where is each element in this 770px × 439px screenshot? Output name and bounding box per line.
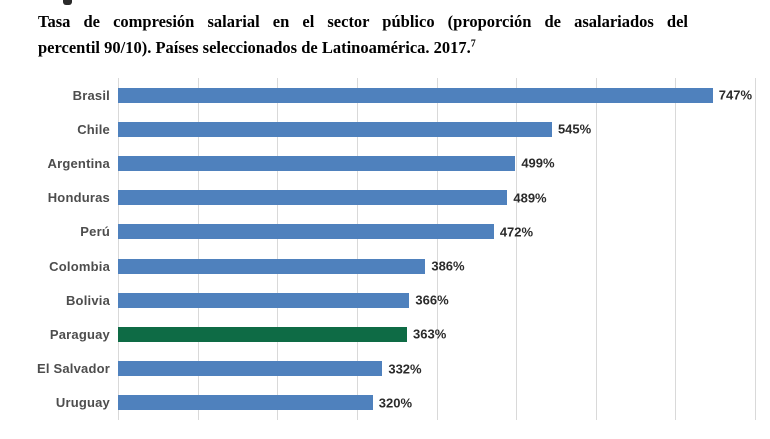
bar bbox=[118, 224, 494, 240]
gridlines bbox=[118, 78, 756, 420]
bar bbox=[118, 190, 508, 206]
bar-row: Bolivia 366% bbox=[0, 283, 770, 317]
bar-row: Brasil 747% bbox=[0, 78, 770, 112]
value-label: 545% bbox=[557, 121, 592, 137]
value-label: 472% bbox=[499, 224, 534, 240]
bar-row: Uruguay 320% bbox=[0, 386, 770, 420]
value-label: 363% bbox=[413, 326, 447, 342]
category-label: Honduras bbox=[47, 190, 110, 206]
bar bbox=[118, 326, 408, 342]
bar-row: Paraguay 363% bbox=[0, 317, 770, 351]
value-label: 320% bbox=[378, 395, 413, 411]
bar bbox=[118, 292, 410, 308]
bar-track: 472% bbox=[118, 215, 755, 249]
bar-row: Argentina 499% bbox=[0, 146, 770, 180]
category-label: El Salvador bbox=[36, 361, 110, 377]
category-label: Uruguay bbox=[55, 395, 110, 411]
gridline bbox=[516, 78, 518, 420]
category-label: Bolivia bbox=[65, 292, 110, 308]
bar-chart: Brasil 747% Chile 545% Argentina 499% Ho… bbox=[0, 78, 770, 420]
value-label: 366% bbox=[415, 292, 449, 308]
bar-track: 366% bbox=[118, 283, 755, 317]
chart-title-line2: percentil 90/10). Países seleccionados d… bbox=[38, 35, 688, 61]
bar-row: Honduras 489% bbox=[0, 181, 770, 215]
value-label: 499% bbox=[521, 155, 555, 171]
bar-track: 499% bbox=[118, 146, 755, 180]
bar bbox=[118, 155, 516, 171]
bar bbox=[118, 258, 426, 274]
bar-rows: Brasil 747% Chile 545% Argentina 499% Ho… bbox=[0, 78, 770, 420]
bar-track: 747% bbox=[118, 78, 755, 112]
bar bbox=[118, 361, 383, 377]
bar-row: Chile 545% bbox=[0, 112, 770, 146]
gridline bbox=[118, 78, 119, 420]
bar-track: 363% bbox=[118, 317, 755, 351]
chart-title-line2-text: percentil 90/10). Países seleccionados d… bbox=[38, 38, 471, 57]
category-label: Perú bbox=[80, 224, 110, 240]
gridline bbox=[277, 78, 279, 420]
cropped-text-artifact bbox=[63, 0, 72, 5]
chart-title: Tasa de compresión salarial en el sector… bbox=[38, 9, 688, 61]
bar-row: Perú 472% bbox=[0, 215, 770, 249]
bar bbox=[118, 395, 373, 411]
gridline bbox=[356, 78, 358, 420]
bar-track: 332% bbox=[118, 352, 755, 386]
category-label: Paraguay bbox=[49, 326, 110, 342]
bar-track: 386% bbox=[118, 249, 755, 283]
bar-row: El Salvador 332% bbox=[0, 352, 770, 386]
category-label: Brasil bbox=[72, 87, 110, 103]
category-label: Chile bbox=[77, 121, 110, 137]
chart-title-line1: Tasa de compresión salarial en el sector… bbox=[38, 12, 688, 31]
bar-row: Colombia 386% bbox=[0, 249, 770, 283]
category-label: Colombia bbox=[49, 258, 110, 274]
gridline bbox=[436, 78, 438, 420]
bar-track: 489% bbox=[118, 181, 755, 215]
bar-track: 545% bbox=[118, 112, 755, 146]
footnote-superscript: 7 bbox=[470, 38, 476, 50]
gridline bbox=[197, 78, 199, 420]
bar bbox=[118, 121, 552, 137]
value-label: 332% bbox=[388, 361, 422, 377]
bar bbox=[118, 87, 713, 103]
value-label: 747% bbox=[718, 87, 753, 103]
gridline bbox=[675, 78, 677, 420]
gridline bbox=[755, 78, 756, 420]
category-label: Argentina bbox=[47, 155, 110, 171]
bar-track: 320% bbox=[118, 386, 755, 420]
gridline bbox=[595, 78, 597, 420]
value-label: 489% bbox=[513, 190, 547, 206]
value-label: 386% bbox=[431, 258, 465, 274]
